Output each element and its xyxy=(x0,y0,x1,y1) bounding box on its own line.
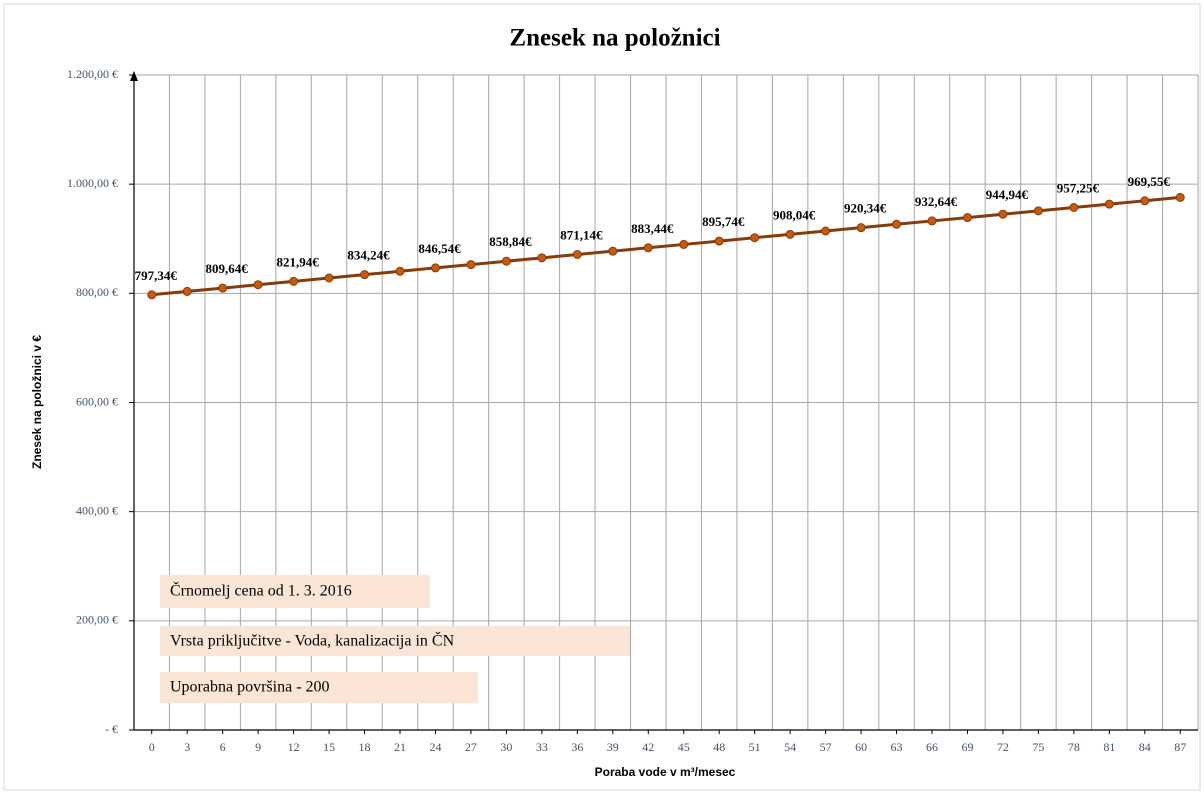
data-point xyxy=(821,226,831,236)
data-point xyxy=(643,243,653,253)
x-tick-label: 75 xyxy=(1032,740,1044,754)
x-tick-label: 30 xyxy=(500,740,512,754)
data-point xyxy=(395,266,405,276)
data-point xyxy=(289,276,299,286)
x-tick-label: 87 xyxy=(1174,740,1186,754)
data-label: 797,34€ xyxy=(135,268,178,283)
data-label: 895,74€ xyxy=(702,214,745,229)
data-point xyxy=(466,260,476,270)
data-point xyxy=(927,216,937,226)
data-label: 834,24€ xyxy=(347,248,390,263)
data-point xyxy=(572,250,582,260)
x-tick-label: 81 xyxy=(1103,740,1115,754)
data-label: 957,25€ xyxy=(1057,180,1100,195)
x-tick-label: 18 xyxy=(359,740,371,754)
data-label: 858,84€ xyxy=(489,234,532,249)
data-point xyxy=(998,209,1008,219)
x-tick-label: 15 xyxy=(323,740,335,754)
data-label: 932,64€ xyxy=(915,194,958,209)
x-tick-label: 24 xyxy=(429,740,441,754)
data-point xyxy=(1175,192,1185,202)
note-box xyxy=(160,672,478,703)
x-tick-label: 84 xyxy=(1139,740,1151,754)
y-tick-label: - € xyxy=(105,722,118,736)
x-tick-label: 72 xyxy=(997,740,1009,754)
x-tick-label: 54 xyxy=(784,740,796,754)
data-label: 920,34€ xyxy=(844,201,887,216)
note: Vrsta priključitve - Voda, kanalizacija … xyxy=(170,631,455,650)
data-point xyxy=(785,229,795,239)
x-tick-label: 3 xyxy=(184,740,190,754)
x-tick-label: 57 xyxy=(820,740,832,754)
data-label: 969,55€ xyxy=(1128,174,1171,189)
data-point xyxy=(1069,203,1079,213)
data-point xyxy=(218,283,228,293)
data-point xyxy=(1033,206,1043,216)
data-label: 821,94€ xyxy=(276,254,319,269)
y-axis-arrow xyxy=(130,71,138,81)
note-box xyxy=(160,575,430,608)
x-tick-label: 27 xyxy=(465,740,477,754)
data-point xyxy=(501,256,511,266)
data-point xyxy=(147,290,157,300)
x-tick-label: 60 xyxy=(855,740,867,754)
data-point xyxy=(892,219,902,229)
x-tick-label: 45 xyxy=(678,740,690,754)
data-point xyxy=(1140,196,1150,206)
data-point xyxy=(537,253,547,263)
chart-title: Znesek na položnici xyxy=(509,25,720,52)
x-tick-label: 51 xyxy=(749,740,761,754)
y-tick-label: 200,00 € xyxy=(76,613,118,627)
data-point xyxy=(1104,199,1114,209)
data-point xyxy=(750,233,760,243)
y-axis-label: Znesek na položnici v € xyxy=(30,335,44,469)
x-tick-label: 33 xyxy=(536,740,548,754)
y-tick-label: 400,00 € xyxy=(76,503,118,517)
note: Uporabna površina - 200 xyxy=(170,679,330,696)
data-label: 846,54€ xyxy=(418,241,461,256)
data-point xyxy=(962,213,972,223)
x-tick-label: 66 xyxy=(926,740,938,754)
note-box xyxy=(160,626,630,656)
x-tick-label: 6 xyxy=(220,740,226,754)
data-label: 944,94€ xyxy=(986,187,1029,202)
grid xyxy=(134,74,1199,730)
series-line xyxy=(151,195,1181,297)
chart-border xyxy=(3,3,1201,791)
data-label: 871,14€ xyxy=(560,227,603,242)
data-point xyxy=(679,239,689,249)
x-tick-label: 9 xyxy=(255,740,261,754)
data-label: 809,64€ xyxy=(206,261,249,276)
data-label: 883,44€ xyxy=(631,221,674,236)
data-point xyxy=(856,223,866,233)
note: Črnomelj cena od 1. 3. 2016 xyxy=(170,581,352,600)
data-point xyxy=(253,280,263,290)
y-tick-label: 600,00 € xyxy=(76,394,118,408)
x-tick-label: 0 xyxy=(149,740,155,754)
x-axis-label: Poraba vode v m³/mesec xyxy=(595,765,736,779)
data-point xyxy=(430,263,440,273)
data-point xyxy=(182,286,192,296)
data-point xyxy=(608,246,618,256)
y-tick-label: 800,00 € xyxy=(76,285,118,299)
data-label: 908,04€ xyxy=(773,207,816,222)
x-tick-label: 48 xyxy=(713,740,725,754)
x-tick-label: 63 xyxy=(891,740,903,754)
x-tick-label: 39 xyxy=(607,740,619,754)
data-point xyxy=(324,273,334,283)
x-tick-label: 36 xyxy=(571,740,583,754)
x-tick-label: 69 xyxy=(961,740,973,754)
x-tick-label: 21 xyxy=(394,740,406,754)
x-tick-label: 12 xyxy=(288,740,300,754)
y-tick-label: 1.200,00 € xyxy=(67,67,118,81)
data-point xyxy=(714,236,724,246)
data-point xyxy=(360,270,370,280)
x-tick-label: 42 xyxy=(642,740,654,754)
x-tick-label: 78 xyxy=(1068,740,1080,754)
y-tick-label: 1.000,00 € xyxy=(67,176,118,190)
